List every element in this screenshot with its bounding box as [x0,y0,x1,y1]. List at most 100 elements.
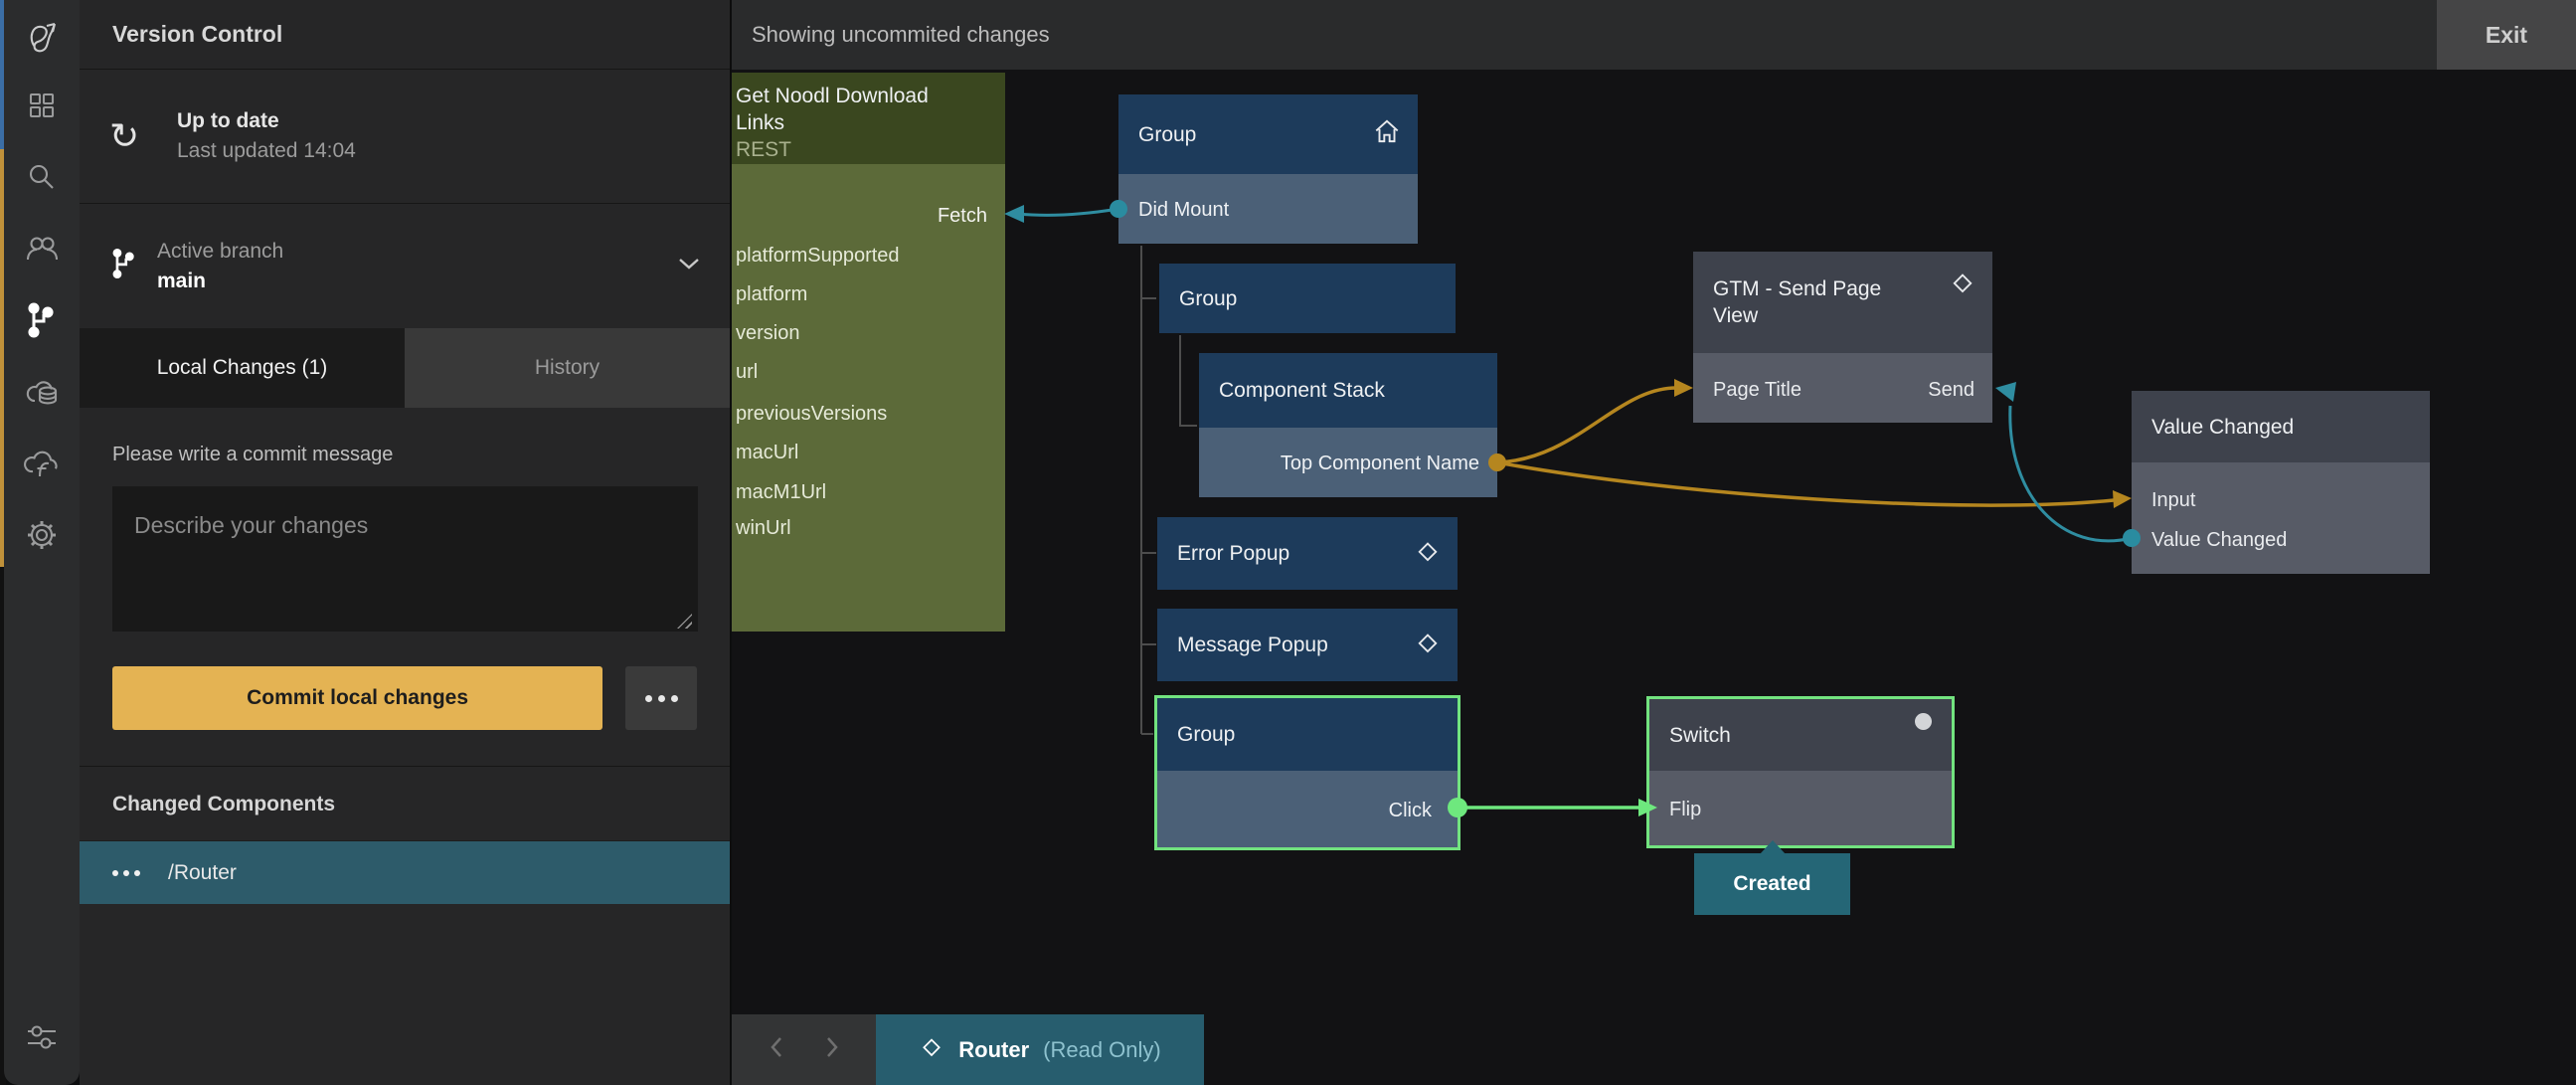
version-control-panel: Version Control ↻ Up to date Last update… [80,0,731,1085]
port-input[interactable]: Input [2151,489,2196,511]
desktop-edge [0,0,6,1085]
node-title: Group [1177,723,1236,746]
uncommitted-changes-status: Showing uncommited changes [752,22,1050,47]
branch-label: Active branch [157,239,284,263]
commit-message-label: Please write a commit message [112,444,394,465]
node-title: Message Popup [1177,633,1328,656]
open-component-tab[interactable]: Router (Read Only) [876,1014,1204,1085]
component-diamond-icon [919,1034,945,1065]
sync-status-subtitle: Last updated 14:04 [177,139,356,162]
node-title: Component Stack [1219,379,1385,402]
sidebar-rail [4,0,80,1085]
search-icon [25,160,59,199]
wallpaper-blue [0,0,6,149]
chevron-down-icon [676,256,702,276]
port-output[interactable]: macUrl [736,442,799,463]
exit-button[interactable]: Exit [2437,0,2576,70]
sidebar-item-components[interactable] [4,72,80,143]
hierarchy-lines [1140,246,1197,735]
cloud-functions-icon [23,447,61,485]
port-output[interactable]: winUrl [736,517,791,539]
nav-forward-button[interactable] [821,1034,843,1065]
created-badge: Created [1694,840,1850,915]
tab-local-changes[interactable]: Local Changes (1) [80,328,405,408]
branch-name: main [157,269,207,292]
port-value-changed[interactable]: Value Changed [2151,529,2288,551]
more-options-icon [644,694,652,702]
port-flip[interactable]: Flip [1669,799,1702,820]
node-group-home[interactable]: Group Did Mount [1118,94,1418,244]
sidebar-item-settings[interactable] [4,501,80,573]
components-grid-icon [25,89,59,127]
component-tab-label: Router [958,1036,1030,1062]
node-title: Error Popup [1177,542,1290,565]
component-diamond-icon [1949,270,1976,302]
connections-slider-icon [24,1022,60,1057]
history-nav [732,1014,876,1085]
sync-status-title: Up to date [177,109,279,132]
panel-title: Version Control [112,21,283,47]
sidebar-item-search[interactable] [4,143,80,215]
commit-section: Please write a commit message Commit loc… [80,408,730,767]
node-subtitle: REST [736,138,792,161]
branch-icon [109,246,139,286]
sidebar-item-noodl-logo[interactable] [4,0,80,72]
topbar: Showing uncommited changes Exit [732,0,2576,70]
tab-history[interactable]: History [405,328,730,408]
node-title: GTM - Send Page View [1713,277,1882,327]
port-output[interactable]: macM1Url [736,481,827,503]
sidebar-item-connections[interactable] [4,1003,80,1075]
port-click[interactable]: Click [1388,800,1432,821]
port-page-title[interactable]: Page Title [1713,379,1802,401]
port-output[interactable]: platform [736,283,808,305]
wallpaper-gold [0,149,6,567]
node-graph-canvas[interactable]: Get Noodl Download Links REST Fetch plat… [732,70,2576,1085]
node-switch[interactable]: Switch Flip [1646,696,1955,848]
commit-message-input[interactable] [112,486,698,632]
home-icon [1372,118,1402,151]
node-title: Group [1138,122,1197,146]
node-group-2[interactable]: Group [1159,264,1456,333]
branch-selector[interactable]: Active branch main [80,204,730,328]
port-output[interactable]: url [736,361,759,383]
node-title: Switch [1669,723,1731,747]
port-output[interactable]: version [736,322,800,344]
node-title: Group [1179,286,1238,310]
changed-components-heading: Changed Components [112,793,335,815]
node-rest[interactable]: Get Noodl Download Links REST Fetch plat… [732,73,1005,632]
state-dot-icon [1915,713,1932,730]
node-component-stack[interactable]: Component Stack Top Component Name [1199,353,1497,497]
settings-gear-icon [25,518,59,557]
sidebar-item-collaborators[interactable] [4,215,80,286]
connection-lines [1004,200,2141,817]
badge-pointer [1760,840,1786,854]
commit-button[interactable]: Commit local changes [112,666,603,730]
more-options-button[interactable] [625,666,697,730]
version-control-icon [25,301,59,344]
node-message-popup[interactable]: Message Popup [1157,609,1458,681]
panel-tabs: Local Changes (1) History [80,328,730,408]
node-value-changed[interactable]: Value Changed Input Value Changed [2132,391,2430,574]
collaborators-icon [24,232,60,271]
refresh-icon[interactable]: ↻ [109,115,140,156]
canvas-footer: Router (Read Only) [732,1014,1204,1085]
node-title: Value Changed [2151,415,2295,439]
panel-header: Version Control [80,0,730,70]
sidebar-item-version-control[interactable] [4,286,80,358]
node-group-selected[interactable]: Group Click [1154,695,1460,850]
sidebar-item-cloud-functions[interactable] [4,430,80,501]
port-send[interactable]: Send [1928,379,1975,401]
port-output[interactable]: previousVersions [736,403,888,425]
node-error-popup[interactable]: Error Popup [1157,517,1458,590]
port-top-component-name[interactable]: Top Component Name [1280,452,1479,474]
sidebar-item-cloud-data[interactable] [4,358,80,430]
port-output[interactable]: platformSupported [736,245,900,267]
port-did-mount[interactable]: Did Mount [1138,199,1230,221]
nav-back-button[interactable] [766,1034,787,1065]
component-tab-readonly: (Read Only) [1043,1036,1161,1062]
sync-status[interactable]: ↻ Up to date Last updated 14:04 [80,70,730,204]
port-fetch[interactable]: Fetch [937,205,987,227]
node-gtm-send-page-view[interactable]: GTM - Send Page View Page Title Send [1693,252,1992,423]
component-menu-icon[interactable] [112,869,140,876]
changed-component-row[interactable]: /Router [80,840,730,904]
